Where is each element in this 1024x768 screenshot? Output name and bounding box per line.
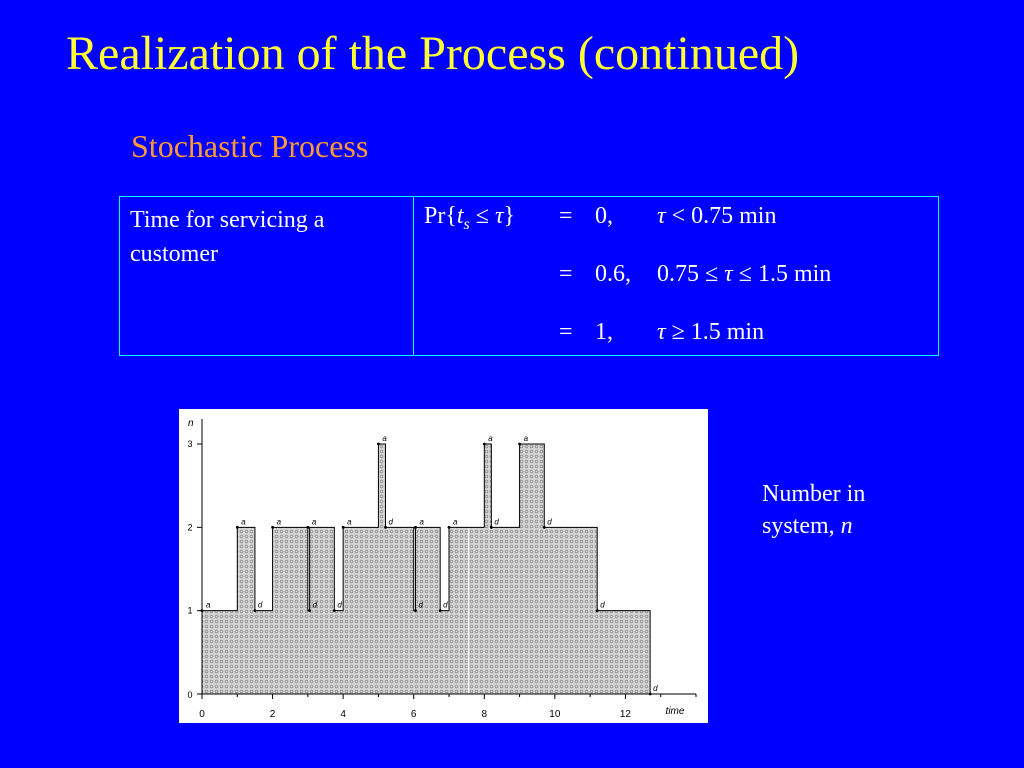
event-label: d bbox=[547, 517, 552, 526]
y-tick-label: 3 bbox=[187, 439, 192, 449]
probability-row: = 0, τ < 0.75 min bbox=[559, 203, 776, 230]
equals-sign: = bbox=[559, 261, 573, 287]
service-time-table: Time for servicing a customer Pr{ts ≤ τ}… bbox=[119, 196, 939, 356]
tau-symbol: τ bbox=[657, 203, 666, 229]
pr-close: } bbox=[503, 203, 516, 229]
n-variable: n bbox=[840, 513, 853, 539]
event-point bbox=[332, 609, 336, 613]
le-symbol: ≤ bbox=[475, 203, 489, 229]
chart-caption: Number in system, n bbox=[762, 478, 865, 542]
equals-sign: = bbox=[559, 203, 573, 229]
condition-text: < 0.75 min bbox=[671, 203, 777, 229]
pr-open: Pr{ bbox=[424, 203, 457, 229]
t-subscript: s bbox=[463, 216, 470, 233]
event-point bbox=[447, 525, 451, 529]
event-point bbox=[518, 442, 521, 446]
event-label: a bbox=[241, 517, 246, 526]
event-point bbox=[414, 525, 417, 529]
event-label: a bbox=[347, 517, 352, 526]
y-axis-label: n bbox=[188, 418, 194, 429]
event-point bbox=[271, 525, 274, 529]
x-tick-label: 2 bbox=[270, 709, 276, 720]
event-point bbox=[253, 609, 257, 613]
condition-prefix: 0.75 ≤ bbox=[657, 261, 719, 287]
event-label: d bbox=[337, 601, 342, 610]
x-tick-label: 4 bbox=[340, 709, 346, 720]
tau-symbol: τ bbox=[494, 203, 504, 229]
subtitle: Stochastic Process bbox=[131, 128, 369, 164]
x-axis-label: time bbox=[666, 706, 685, 717]
step-line bbox=[201, 443, 651, 694]
step-area bbox=[202, 444, 651, 694]
event-label: a bbox=[312, 517, 317, 526]
event-point bbox=[377, 442, 380, 446]
event-point bbox=[438, 609, 442, 613]
tau-symbol: τ bbox=[724, 261, 733, 287]
probability-lhs: Pr{ts ≤ τ} bbox=[424, 203, 516, 233]
tau-symbol: τ bbox=[657, 319, 666, 345]
x-tick-label: 10 bbox=[549, 709, 561, 720]
event-point bbox=[414, 609, 417, 613]
event-point bbox=[306, 525, 310, 529]
probability-value: 0, bbox=[595, 203, 613, 229]
y-tick-label: 1 bbox=[187, 606, 192, 616]
condition-text: ≥ 1.5 min bbox=[671, 319, 765, 345]
probability-value: 0.6, bbox=[595, 261, 631, 287]
caption-text: system, bbox=[762, 513, 835, 539]
event-label: d bbox=[443, 601, 448, 610]
caption-line-2: system, n bbox=[762, 510, 865, 542]
event-label: a bbox=[382, 434, 387, 443]
event-label: d bbox=[653, 684, 658, 693]
x-tick-label: 8 bbox=[482, 709, 488, 720]
event-label: d bbox=[494, 517, 499, 526]
event-label: d bbox=[258, 601, 263, 610]
event-point bbox=[308, 609, 312, 613]
slide-title: Realization of the Process (continued) bbox=[66, 27, 800, 80]
event-label: a bbox=[453, 517, 458, 526]
event-label: a bbox=[488, 434, 493, 443]
event-point bbox=[542, 525, 546, 529]
event-label: d bbox=[418, 601, 423, 610]
event-point bbox=[200, 609, 204, 613]
probability-definition: Pr{ts ≤ τ} = 0, τ < 0.75 min = 0.6, 0.75 ≤… bbox=[414, 197, 938, 355]
event-label: d bbox=[600, 601, 605, 610]
service-time-label: Time for servicing a customer bbox=[120, 197, 414, 355]
x-tick-label: 12 bbox=[620, 709, 632, 720]
t-symbol: t bbox=[456, 203, 464, 229]
event-point bbox=[482, 442, 486, 446]
probability-row: = 0.6, 0.75 ≤ τ ≤ 1.5 min bbox=[559, 261, 831, 288]
equals-sign: = bbox=[559, 319, 573, 345]
y-tick-label: 0 bbox=[187, 690, 192, 700]
x-tick-label: 6 bbox=[411, 709, 417, 720]
event-point bbox=[384, 525, 387, 529]
event-label: a bbox=[524, 434, 529, 443]
x-tick-label: 0 bbox=[199, 709, 205, 720]
probability-value: 1, bbox=[595, 319, 613, 345]
probability-row: = 1, τ ≥ 1.5 min bbox=[559, 319, 764, 346]
event-label: a bbox=[419, 517, 424, 526]
caption-line-1: Number in bbox=[762, 481, 866, 507]
event-point bbox=[235, 525, 239, 529]
event-point bbox=[489, 525, 493, 529]
event-label: d bbox=[388, 517, 393, 526]
event-label: d bbox=[313, 601, 318, 610]
event-point bbox=[648, 692, 652, 696]
condition-text: ≤ 1.5 min bbox=[738, 261, 832, 287]
y-tick-label: 2 bbox=[187, 522, 192, 532]
event-point bbox=[341, 525, 345, 529]
event-label: a bbox=[277, 517, 282, 526]
number-in-system-chart: 0 2 4 6 8 10 12 0 1 2 3 n time a a d a a d a d a d a d a d a d a d d d bbox=[179, 409, 708, 723]
event-point bbox=[595, 609, 599, 613]
event-label: a bbox=[206, 601, 211, 610]
